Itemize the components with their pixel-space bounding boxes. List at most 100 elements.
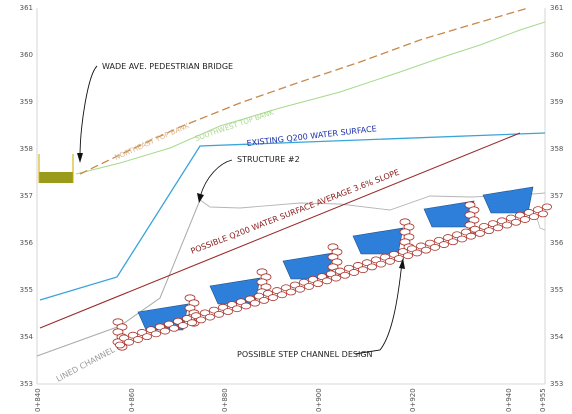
northeast-bank-label: NORTHEAST TOP BANK: [114, 122, 191, 162]
riprap-rock: [249, 299, 260, 307]
step-design-label: POSSIBLE STEP CHANNEL DESIGN: [237, 350, 373, 359]
riprap-rock: [339, 271, 350, 279]
step-pool: [482, 186, 534, 214]
y-tick-right-361: 361: [550, 4, 563, 12]
y-tick-right-358: 358: [550, 145, 563, 153]
riprap-rock: [258, 296, 269, 304]
lined-channel-label: LINED CHANNEL: [55, 345, 117, 384]
riprap-rock: [132, 336, 143, 343]
x-tick-0860: 0+860: [128, 388, 136, 412]
y-tick-right-356: 356: [550, 239, 564, 247]
step-pools: [137, 186, 534, 331]
riprap-rock: [438, 241, 449, 248]
y-tick-right-355: 355: [550, 286, 563, 294]
riprap-rock: [375, 260, 386, 268]
y-tick-359: 359: [20, 98, 33, 106]
riprap-rock: [447, 238, 458, 246]
possible-water-surface-line: [39, 132, 521, 329]
station-axis: 0+840 0+860 0+880 0+900 0+920 0+940 0+95…: [34, 388, 547, 412]
x-tick-0940: 0+940: [505, 388, 513, 412]
riprap-rock: [520, 216, 531, 223]
left-axis: 361 360 359 358 357 356 355 354 353: [20, 4, 34, 388]
drawing-frame: [36, 8, 546, 385]
riprap-rock: [294, 285, 305, 293]
bridge-label: WADE AVE. PEDESTRIAN BRIDGE: [102, 62, 233, 71]
existing-water-surface-label: EXISTING Q200 WATER SURFACE: [246, 124, 377, 148]
y-tick-360: 360: [20, 51, 33, 59]
y-tick-right-353: 353: [550, 380, 563, 388]
riprap-rock: [222, 308, 233, 315]
riprap-rock: [456, 235, 467, 243]
bridge-section: [38, 154, 74, 183]
riprap-rock: [213, 310, 224, 318]
y-tick-right-360: 360: [550, 51, 563, 59]
riprap-rock: [330, 274, 341, 282]
structure-label: STRUCTURE #2: [237, 155, 300, 164]
y-tick-356: 356: [20, 239, 34, 247]
riprap-rock: [115, 341, 126, 349]
bridge-deck: [39, 172, 73, 183]
riprap-rock: [312, 280, 323, 288]
existing-water-surface-line: [39, 132, 546, 301]
structure-leader-arrow: [199, 159, 233, 198]
riprap-rock: [240, 302, 251, 310]
x-tick-0920: 0+920: [409, 388, 417, 412]
y-tick-357: 357: [20, 192, 33, 200]
riprap-rock: [420, 246, 431, 254]
bridge-arrowhead: [77, 153, 83, 163]
riprap-rock: [159, 327, 170, 335]
y-tick-353: 353: [20, 380, 33, 388]
riprap-rock: [429, 243, 440, 251]
riprap-rock: [204, 313, 215, 321]
riprap-rock: [474, 229, 485, 237]
riprap-rock: [303, 283, 314, 290]
riprap-rock: [231, 305, 242, 313]
riprap-rock: [542, 203, 553, 211]
y-tick-355: 355: [20, 286, 33, 294]
riprap-rock: [384, 257, 395, 265]
riprap-rock: [510, 218, 521, 226]
riprap-rock: [150, 330, 161, 338]
riprap-rock: [168, 324, 179, 332]
structure-arrowhead: [197, 193, 204, 203]
riprap-rock: [186, 319, 197, 327]
y-tick-358: 358: [20, 145, 33, 153]
riprap-rock: [141, 333, 152, 341]
right-axis: 361 360 359 358 357 356 355 354 353: [550, 4, 564, 388]
riprap-rock: [267, 294, 278, 301]
riprap-rock: [529, 213, 540, 221]
riprap-rock: [538, 210, 549, 218]
x-tick-0840: 0+840: [34, 388, 42, 412]
riprap-rock: [285, 288, 296, 296]
southwest-bank-line: [75, 21, 546, 175]
riprap-rock: [393, 255, 404, 262]
y-tick-354: 354: [20, 333, 34, 341]
y-tick-right-354: 354: [550, 333, 564, 341]
riprap-rock: [357, 266, 368, 274]
step-channel: [112, 186, 553, 351]
riprap-rock: [276, 291, 287, 299]
riprap-rock: [195, 316, 206, 324]
riprap-rock: [492, 224, 503, 232]
riprap-rock: [483, 227, 494, 235]
y-tick-361: 361: [20, 4, 33, 12]
riprap-rock: [411, 249, 422, 257]
riprap-rock: [124, 338, 135, 346]
step-design-leader: [354, 261, 403, 355]
y-tick-right-357: 357: [550, 192, 563, 200]
riprap-rock: [402, 252, 413, 260]
x-tick-0880: 0+880: [221, 388, 229, 412]
riprap-rock: [465, 232, 476, 240]
x-tick-0900: 0+900: [315, 388, 323, 412]
bridge-leader-arrow: [79, 65, 98, 159]
riprap-rock: [177, 322, 188, 329]
x-tick-0955: 0+955: [539, 388, 547, 412]
step-rocks: [112, 201, 553, 351]
riprap-rock: [348, 269, 359, 276]
step-design-arrowhead: [399, 258, 405, 269]
step-pool: [352, 227, 404, 255]
riprap-rock: [501, 221, 512, 229]
riprap-rock: [366, 263, 377, 271]
northeast-bank-line: [79, 7, 529, 175]
